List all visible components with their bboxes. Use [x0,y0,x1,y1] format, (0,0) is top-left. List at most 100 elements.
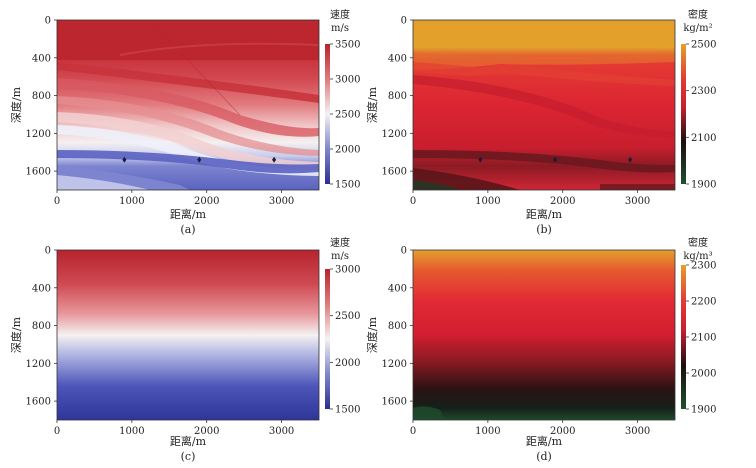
x-tick-label: 2000 [550,196,575,207]
receiver-marker [628,156,633,163]
y-ticks-d: 0 400 800 1200 1600 [382,246,413,408]
y-label-a: 深度/m [9,86,23,123]
x-tick-label: 2000 [194,426,219,437]
y-tick-label: 0 [45,246,51,257]
y-tick-label: 800 [32,91,51,102]
colorbar-ticks-b: 2500 2300 2100 1900 [686,40,716,191]
x-tick-label: 3000 [625,196,650,207]
colorbar-tick-label: 3000 [335,75,360,86]
x-ticks-b: 0 1000 2000 3000 [410,190,650,207]
receiver-marker [197,156,202,163]
x-tick-label: 3000 [269,196,294,207]
receiver-marker [553,156,558,163]
y-tick-label: 400 [388,53,407,64]
colorbar-tick-label: 2000 [335,358,360,369]
colorbar-ticks-c: 3000 2500 2000 1500 [330,265,360,416]
x-ticks-c: 0 1000 2000 3000 [54,420,294,437]
y-label-b: 深度/m [365,86,379,123]
colorbar-unit-b: kg/m² [683,23,712,34]
x-tick-label: 1000 [475,196,500,207]
x-tick-label: 0 [54,196,60,207]
colorbar-tick-label: 1500 [335,180,360,191]
x-tick-label: 2000 [194,196,219,207]
colorbar-tick-label: 2300 [691,261,716,272]
colorbar-tick-label: 2500 [335,311,360,322]
x-tick-label: 1000 [475,426,500,437]
receiver-marker [122,156,127,163]
density-field-d [413,250,675,420]
y-ticks-b: 0 400 800 1200 1600 [382,16,413,178]
colorbar-tick-label: 2200 [691,297,716,308]
colorbar-tick-label: 1900 [691,405,716,416]
colorbar-tick-label: 2000 [691,369,716,380]
y-tick-label: 1600 [26,167,51,178]
colorbar-ticks-d: 2300 2200 2100 2000 1900 [686,261,716,416]
colorbar-title-d: 密度 [688,236,708,249]
colorbar-tick-label: 2500 [335,110,360,121]
caption-d: (d) [536,450,552,463]
y-tick-label: 0 [45,16,51,27]
y-tick-label: 400 [32,283,51,294]
caption-b: (b) [536,223,552,236]
colorbar-tick-label: 1500 [335,405,360,416]
y-tick-label: 1200 [382,359,407,370]
x-ticks-a: 0 1000 2000 3000 [54,190,294,207]
colorbar-ticks-a: 3500 3000 2500 2000 1500 [330,40,360,191]
colorbar-tick-label: 2300 [691,86,716,97]
x-label-b: 距离/m [526,207,563,221]
colorbar-tick-label: 2500 [691,40,716,51]
y-tick-label: 800 [388,321,407,332]
x-label-c: 距离/m [170,434,207,448]
colorbar-unit-a: m/s [331,23,349,34]
x-tick-label: 1000 [119,196,144,207]
colorbar-b [681,44,686,184]
y-tick-label: 0 [401,246,407,257]
y-tick-label: 1200 [26,129,51,140]
colorbar-title-a: 速度 [330,8,350,21]
y-tick-label: 1200 [382,129,407,140]
y-label-c: 深度/m [9,316,23,353]
y-ticks-c: 0 400 800 1200 1600 [26,246,57,408]
y-tick-label: 1600 [26,397,51,408]
markers-a [122,156,277,163]
density-field-b [413,20,675,190]
colorbar-tick-label: 1900 [691,180,716,191]
colorbar-a [325,44,330,184]
colorbar-unit-d: kg/m³ [683,251,712,262]
y-label-d: 深度/m [365,316,379,353]
y-tick-label: 800 [388,91,407,102]
y-tick-label: 800 [32,321,51,332]
velocity-field-c [57,250,319,420]
colorbar-title-c: 速度 [330,236,350,249]
colorbar-tick-label: 3000 [335,265,360,276]
colorbar-tick-label: 2100 [691,133,716,144]
x-tick-label: 1000 [119,426,144,437]
y-tick-label: 400 [388,283,407,294]
y-tick-label: 0 [401,16,407,27]
x-tick-label: 3000 [269,426,294,437]
velocity-field-a [57,20,319,190]
colorbar-unit-c: m/s [331,251,349,262]
caption-a: (a) [180,223,195,236]
markers-b [478,156,633,163]
x-label-d: 距离/m [526,434,563,448]
x-tick-label: 0 [410,426,416,437]
x-tick-label: 0 [410,196,416,207]
receiver-marker [478,156,483,163]
y-tick-label: 1600 [382,167,407,178]
x-tick-label: 2000 [550,426,575,437]
colorbar-d [681,265,686,409]
receiver-marker [272,156,277,163]
caption-c: (c) [181,450,196,463]
y-ticks-a: 0 400 800 1200 1600 [26,16,57,178]
y-tick-label: 400 [32,53,51,64]
x-ticks-d: 0 1000 2000 3000 [410,420,650,437]
colorbar-tick-label: 2100 [691,333,716,344]
x-tick-label: 0 [54,426,60,437]
colorbar-tick-label: 3500 [335,40,360,51]
colorbar-title-b: 密度 [688,8,708,21]
x-label-a: 距离/m [170,207,207,221]
